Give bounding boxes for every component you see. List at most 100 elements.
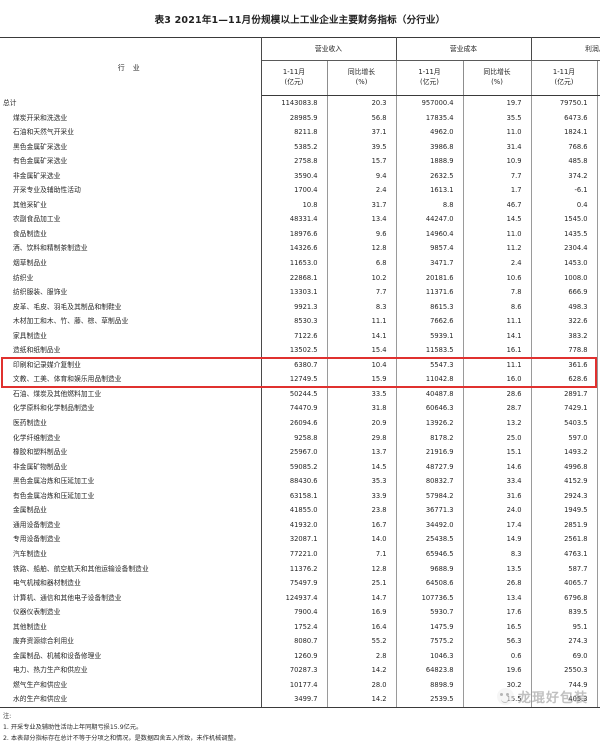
cell-revenue: 124937.4	[261, 591, 327, 606]
cell-industry: 通用设备制造业	[0, 518, 261, 533]
cell-cost-growth: 14.5	[463, 212, 531, 227]
cell-cost-growth: 11.0	[463, 125, 531, 140]
subheader-line2: (%)	[464, 78, 531, 88]
cell-cost-growth: 33.4	[463, 474, 531, 489]
cell-industry: 食品制造业	[0, 227, 261, 242]
cell-cost: 65946.5	[396, 547, 463, 562]
cell-revenue: 28985.9	[261, 111, 327, 126]
cell-industry: 文教、工美、体育和娱乐用品制造业	[0, 372, 261, 387]
cell-industry: 印刷和记录媒介复制业	[0, 358, 261, 373]
cell-industry: 燃气生产和供应业	[0, 678, 261, 693]
cell-revenue-growth: 7.7	[327, 285, 396, 300]
cell-profit: 587.7	[531, 562, 597, 577]
cell-profit: 7429.1	[531, 401, 597, 416]
subheader-line2: (亿元)	[397, 78, 463, 88]
cell-industry: 橡胶和塑料制品业	[0, 445, 261, 460]
cell-industry: 计算机、通信和其他电子设备制造业	[0, 591, 261, 606]
cell-revenue: 1700.4	[261, 183, 327, 198]
cell-cost-growth: 0.6	[463, 649, 531, 664]
cell-cost-growth: 24.0	[463, 503, 531, 518]
cell-revenue-growth: 16.9	[327, 605, 396, 620]
cell-revenue-growth: 9.4	[327, 169, 396, 184]
cell-profit: 322.6	[531, 314, 597, 329]
cell-profit: 839.5	[531, 605, 597, 620]
cell-cost-growth: 15.1	[463, 445, 531, 460]
cell-cost: 107736.5	[396, 591, 463, 606]
cell-revenue-growth: 11.1	[327, 314, 396, 329]
cell-industry: 非金属矿采选业	[0, 169, 261, 184]
subheader-line2: (%)	[328, 78, 396, 88]
table-row: 皮革、毛皮、羽毛及其制品和制鞋业9921.38.38615.38.6498.30…	[0, 300, 600, 315]
cell-cost-growth: 19.7	[463, 96, 531, 111]
cell-profit: 1824.1	[531, 125, 597, 140]
cell-cost-growth: 35.5	[463, 111, 531, 126]
cell-industry: 其他采矿业	[0, 198, 261, 213]
cell-revenue-growth: 28.0	[327, 678, 396, 693]
cell-revenue-growth: 14.2	[327, 663, 396, 678]
cell-industry: 废弃资源综合利用业	[0, 634, 261, 649]
subheader-line2: (亿元)	[262, 78, 327, 88]
document-page: 表3 2021年1—11月份规模以上工业企业主要财务指标（分行业） 行 业 营业…	[0, 0, 600, 714]
cell-revenue-growth: 33.9	[327, 489, 396, 504]
cell-revenue: 1260.9	[261, 649, 327, 664]
cell-profit: 2304.4	[531, 241, 597, 256]
cell-cost: 1888.9	[396, 154, 463, 169]
cell-industry: 总计	[0, 96, 261, 111]
cell-revenue: 12749.5	[261, 372, 327, 387]
cell-cost-growth: 13.2	[463, 416, 531, 431]
cell-revenue-growth: 9.6	[327, 227, 396, 242]
cell-profit: 485.8	[531, 154, 597, 169]
cell-profit: 6796.8	[531, 591, 597, 606]
cell-industry: 电力、热力生产和供应业	[0, 663, 261, 678]
cell-cost: 36771.3	[396, 503, 463, 518]
cell-profit: 5403.5	[531, 416, 597, 431]
cell-revenue: 1752.4	[261, 620, 327, 635]
cell-industry: 化学纤维制造业	[0, 431, 261, 446]
table-notes: 注: 1. 开采专业及辅助性活动上年同期亏损15.9亿元。 2. 本表部分指标存…	[0, 712, 600, 745]
cell-profit: 597.0	[531, 431, 597, 446]
cell-industry: 皮革、毛皮、羽毛及其制品和制鞋业	[0, 300, 261, 315]
cell-revenue-growth: 14.0	[327, 532, 396, 547]
cell-revenue-growth: 6.8	[327, 256, 396, 271]
column-group-operating-revenue: 营业收入	[261, 38, 396, 61]
cell-profit: 1493.2	[531, 445, 597, 460]
cell-industry: 开采专业及辅助性活动	[0, 183, 261, 198]
column-group-operating-cost: 营业成本	[396, 38, 531, 61]
cell-revenue: 22868.1	[261, 271, 327, 286]
cell-cost: 8.8	[396, 198, 463, 213]
cell-cost-growth: 11.1	[463, 314, 531, 329]
cell-cost: 3471.7	[396, 256, 463, 271]
cell-cost-growth: 2.4	[463, 256, 531, 271]
cell-cost-growth: 16.1	[463, 343, 531, 358]
cell-revenue: 7900.4	[261, 605, 327, 620]
cell-profit: 498.3	[531, 300, 597, 315]
cell-cost-growth: 46.7	[463, 198, 531, 213]
cell-cost: 57984.2	[396, 489, 463, 504]
cell-industry: 医药制造业	[0, 416, 261, 431]
cell-revenue: 8080.7	[261, 634, 327, 649]
table-row: 煤炭开采和洗选业28985.956.817835.435.56473.6222.…	[0, 111, 600, 126]
cell-profit: 95.1	[531, 620, 597, 635]
cell-profit: 2561.8	[531, 532, 597, 547]
cell-cost-growth: 10.9	[463, 154, 531, 169]
cell-cost-growth: 56.3	[463, 634, 531, 649]
cell-cost-growth: 28.7	[463, 401, 531, 416]
cell-industry: 黑色金属矿采选业	[0, 140, 261, 155]
cell-revenue: 74470.9	[261, 401, 327, 416]
cell-cost-growth: 28.6	[463, 387, 531, 402]
cell-cost-growth: 11.0	[463, 227, 531, 242]
cell-profit: 778.8	[531, 343, 597, 358]
cell-profit: 79750.1	[531, 96, 597, 111]
cell-profit: 2891.7	[531, 387, 597, 402]
cell-cost: 8615.3	[396, 300, 463, 315]
table-row: 酒、饮料和精制茶制造业14326.612.89857.411.22304.420…	[0, 241, 600, 256]
cell-revenue: 11653.0	[261, 256, 327, 271]
cell-cost-growth: 17.4	[463, 518, 531, 533]
cell-cost: 60646.3	[396, 401, 463, 416]
